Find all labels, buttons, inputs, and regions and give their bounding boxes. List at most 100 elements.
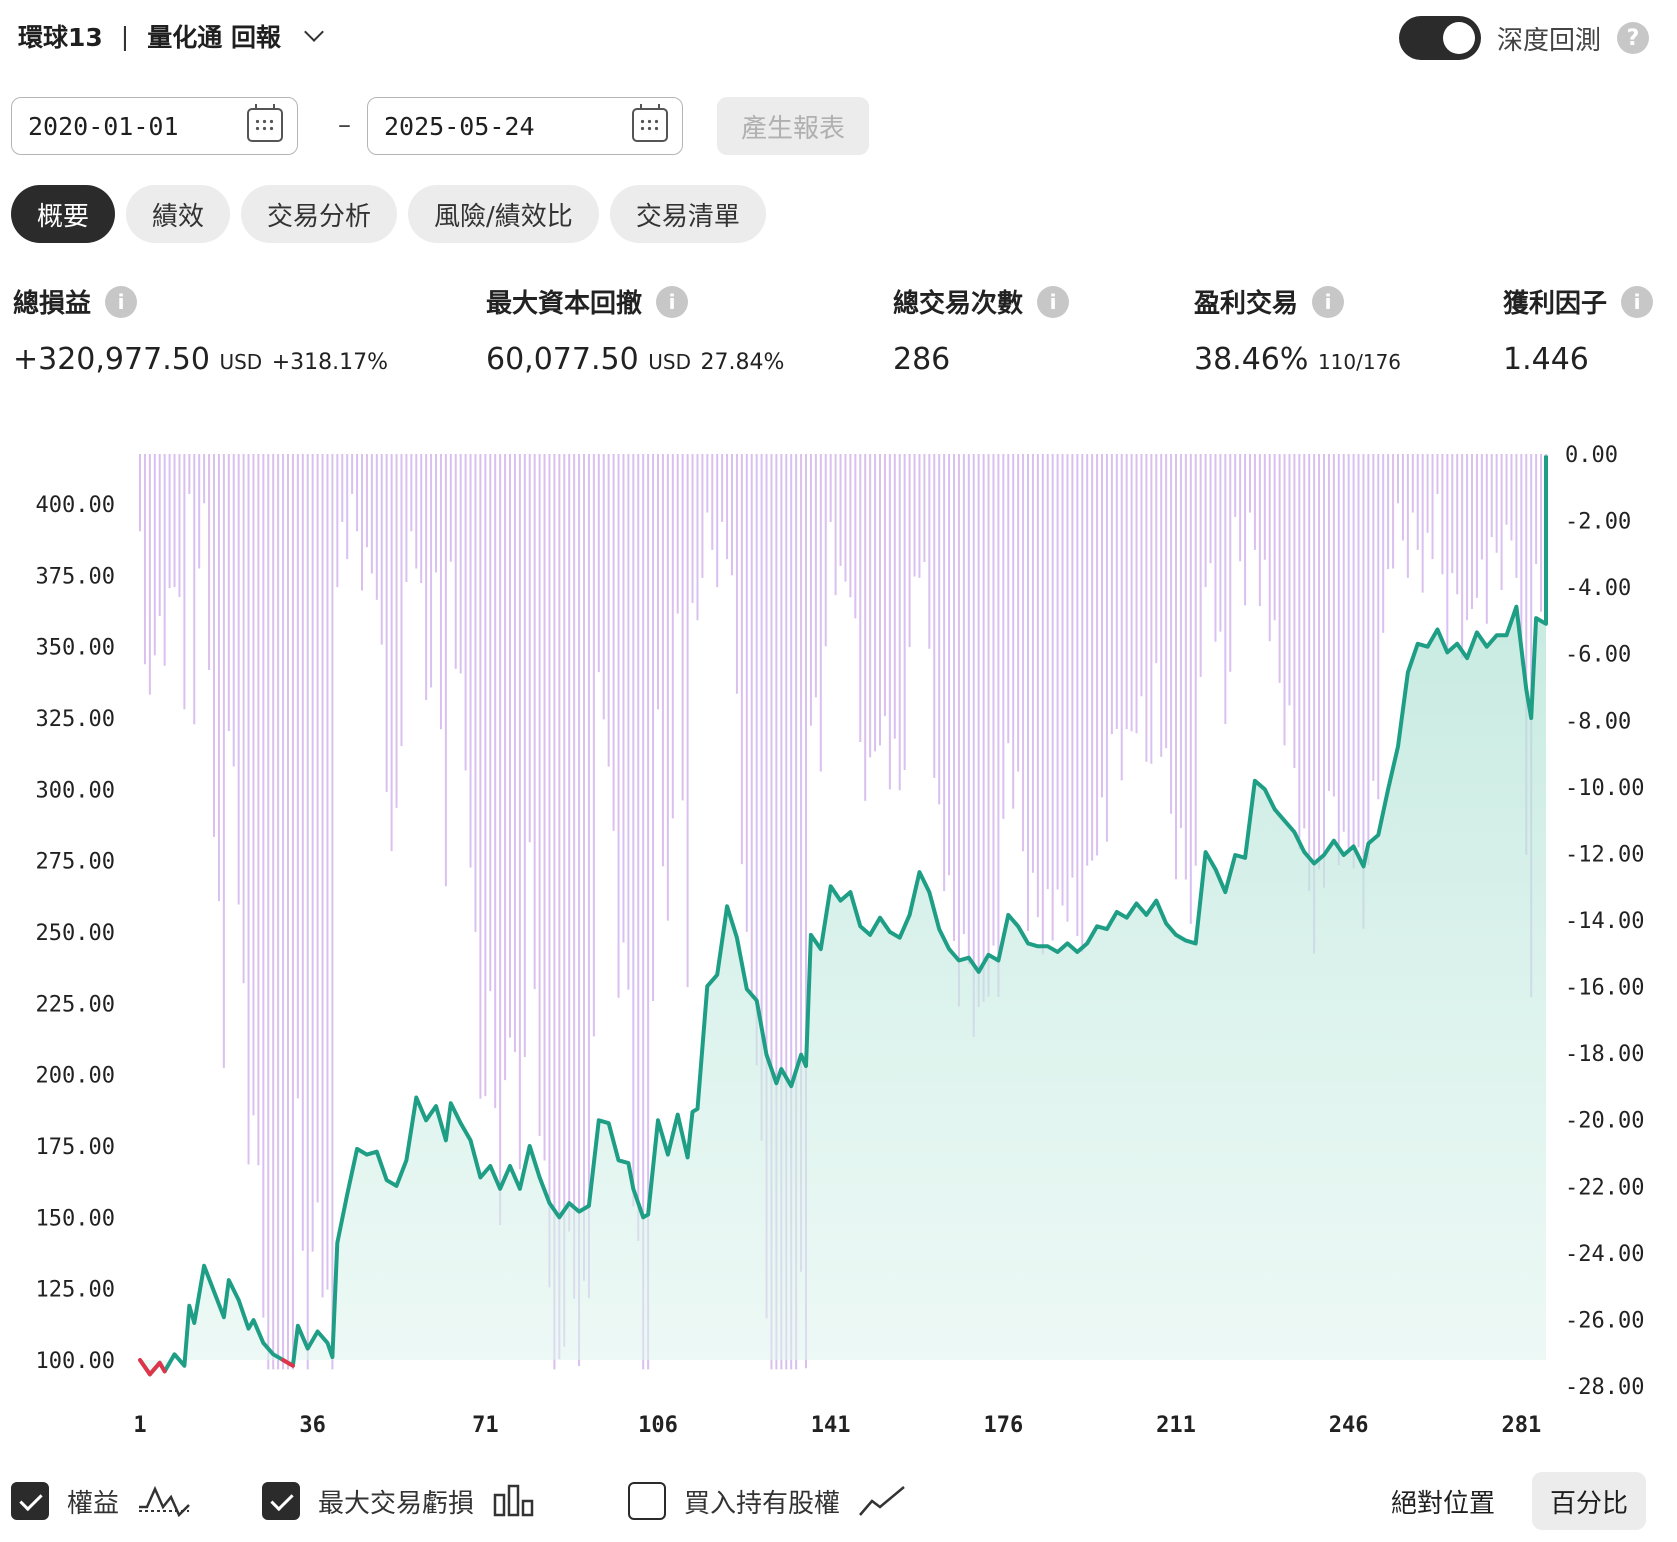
tab-overview[interactable]: 概要 <box>11 185 116 243</box>
x-axis-tick: 176 <box>983 1413 1023 1438</box>
max-drawdown-unit: USD <box>648 350 691 374</box>
left-axis-tick: 275.00 <box>36 850 115 875</box>
right-axis-tick: -28.00 <box>1565 1375 1644 1400</box>
right-axis-tick: -26.00 <box>1565 1308 1644 1333</box>
info-icon[interactable]: i <box>656 285 689 318</box>
right-axis: 0.00 -2.00 -4.00 -6.00 -8.00 -10.00 -12.00 -14.… <box>1565 443 1644 1400</box>
right-axis-tick: -8.00 <box>1565 709 1631 734</box>
right-axis-tick: -12.00 <box>1565 842 1644 867</box>
legend-buy-hold[interactable]: 買入持有股權 <box>628 1482 908 1520</box>
bar-chart-icon <box>493 1484 534 1517</box>
profit-factor-value: 1.446 <box>1503 342 1589 377</box>
max-drawdown-value: 60,077.50 <box>486 342 639 377</box>
x-axis-tick: 211 <box>1156 1413 1196 1438</box>
right-axis-tick: -14.00 <box>1565 909 1644 934</box>
stat-profitable-trades: 盈利交易 i 38.46% 110/176 <box>1194 283 1401 377</box>
stat-label: 獲利因子 <box>1503 289 1608 319</box>
trend-line-icon <box>859 1486 905 1516</box>
left-axis-tick: 300.00 <box>36 778 115 803</box>
start-date-field[interactable]: 2020-01-01 <box>11 97 298 155</box>
profitable-count: 110/176 <box>1317 350 1402 374</box>
report-header[interactable]: 環球13 | 量化通 回報 <box>18 18 324 54</box>
buy-hold-checkbox[interactable] <box>628 1482 666 1520</box>
equity-line-icon <box>139 1485 190 1518</box>
stat-total-trades: 總交易次數 i 286 <box>893 283 1070 377</box>
calendar-icon[interactable] <box>247 104 283 142</box>
left-axis-tick: 100.00 <box>36 1349 115 1374</box>
x-axis-tick: 36 <box>299 1413 326 1438</box>
drawdown-bars <box>139 454 1547 1370</box>
tab-trade-analysis[interactable]: 交易分析 <box>241 185 398 243</box>
equity-chart[interactable]: 400.00 375.00 350.00 325.00 300.00 275.00 250.… <box>0 440 1677 1450</box>
info-icon[interactable]: i <box>1037 285 1070 318</box>
left-axis: 400.00 375.00 350.00 325.00 300.00 275.00 250.… <box>36 493 115 1374</box>
end-date-value: 2025-05-24 <box>384 111 535 141</box>
x-axis-tick: 246 <box>1329 1413 1369 1438</box>
calendar-icon[interactable] <box>632 104 668 142</box>
tab-risk-ratio[interactable]: 風險/績效比 <box>408 185 599 243</box>
stat-label: 總損益 <box>13 289 92 319</box>
chevron-down-icon[interactable] <box>304 22 324 42</box>
left-axis-tick: 125.00 <box>36 1278 115 1303</box>
deep-backtest-control: 深度回測 ? <box>1398 16 1649 60</box>
stat-label: 總交易次數 <box>893 289 1024 319</box>
left-axis-tick: 375.00 <box>36 564 115 589</box>
right-axis-tick: -4.00 <box>1565 576 1631 601</box>
equity-loss-segment <box>157 1360 167 1374</box>
deep-backtest-toggle[interactable] <box>1398 16 1481 60</box>
x-axis-tick: 71 <box>472 1413 499 1438</box>
total-trades-value: 286 <box>893 342 951 377</box>
report-title: 量化通 回報 <box>147 23 281 52</box>
info-icon[interactable]: i <box>1621 285 1654 318</box>
start-date-value: 2020-01-01 <box>28 111 179 141</box>
absolute-position-button[interactable]: 絕對位置 <box>1391 1488 1496 1519</box>
generate-report-button[interactable]: 產生報表 <box>717 97 869 155</box>
tab-performance[interactable]: 績效 <box>126 185 231 243</box>
legend-label: 最大交易虧損 <box>318 1488 475 1519</box>
left-axis-tick: 350.00 <box>36 636 115 661</box>
right-axis-tick: -16.00 <box>1565 976 1644 1001</box>
max-trade-loss-checkbox[interactable] <box>262 1482 300 1520</box>
x-axis: 1 36 71 106 141 176 211 246 281 <box>133 1413 1541 1438</box>
tab-trade-list[interactable]: 交易清單 <box>609 185 766 243</box>
stat-label: 盈利交易 <box>1194 289 1299 319</box>
toggle-knob <box>1442 22 1475 54</box>
info-icon[interactable]: i <box>1312 285 1345 318</box>
total-pnl-value: +320,977.50 <box>13 342 210 377</box>
right-axis-tick: -22.00 <box>1565 1175 1644 1200</box>
equity-loss-segment <box>147 1360 162 1377</box>
x-axis-tick: 1 <box>133 1413 146 1438</box>
equity-fill <box>140 455 1546 1375</box>
right-axis-tick: 0.00 <box>1565 443 1618 468</box>
end-date-field[interactable]: 2025-05-24 <box>367 97 683 155</box>
left-axis-tick: 200.00 <box>36 1064 115 1089</box>
date-range-dash: – <box>338 110 351 140</box>
max-drawdown-percent: 27.84% <box>700 350 785 375</box>
help-icon[interactable]: ? <box>1617 22 1649 54</box>
stat-label: 最大資本回撤 <box>486 289 643 319</box>
strategy-name: 環球13 <box>18 23 103 52</box>
total-pnl-percent: +318.17% <box>271 350 389 375</box>
legend-label: 權益 <box>67 1488 120 1519</box>
percent-button[interactable]: 百分比 <box>1532 1472 1647 1530</box>
right-axis-tick: -6.00 <box>1565 643 1631 668</box>
total-pnl-unit: USD <box>219 350 263 374</box>
right-axis-tick: -10.00 <box>1565 776 1644 801</box>
equity-area <box>140 455 1546 1375</box>
equity-checkbox[interactable] <box>11 1482 49 1520</box>
header-separator: | <box>120 21 130 51</box>
profitable-percent: 38.46% <box>1194 342 1309 377</box>
left-axis-tick: 400.00 <box>36 493 115 518</box>
equity-series-line <box>138 455 1548 1377</box>
right-axis-tick: -20.00 <box>1565 1109 1644 1134</box>
x-axis-tick: 281 <box>1501 1413 1541 1438</box>
x-axis-tick: 106 <box>638 1413 678 1438</box>
deep-backtest-label: 深度回測 <box>1496 25 1601 56</box>
stat-max-drawdown: 最大資本回撤 i 60,077.50 USD 27.84% <box>486 283 784 377</box>
legend-max-trade-loss[interactable]: 最大交易虧損 <box>262 1482 536 1520</box>
info-icon[interactable]: i <box>105 285 138 318</box>
legend-equity[interactable]: 權益 <box>11 1482 191 1520</box>
equity-loss-segment <box>281 1358 295 1368</box>
equity-loss-segment <box>138 1358 152 1377</box>
x-axis-tick: 141 <box>811 1413 851 1438</box>
